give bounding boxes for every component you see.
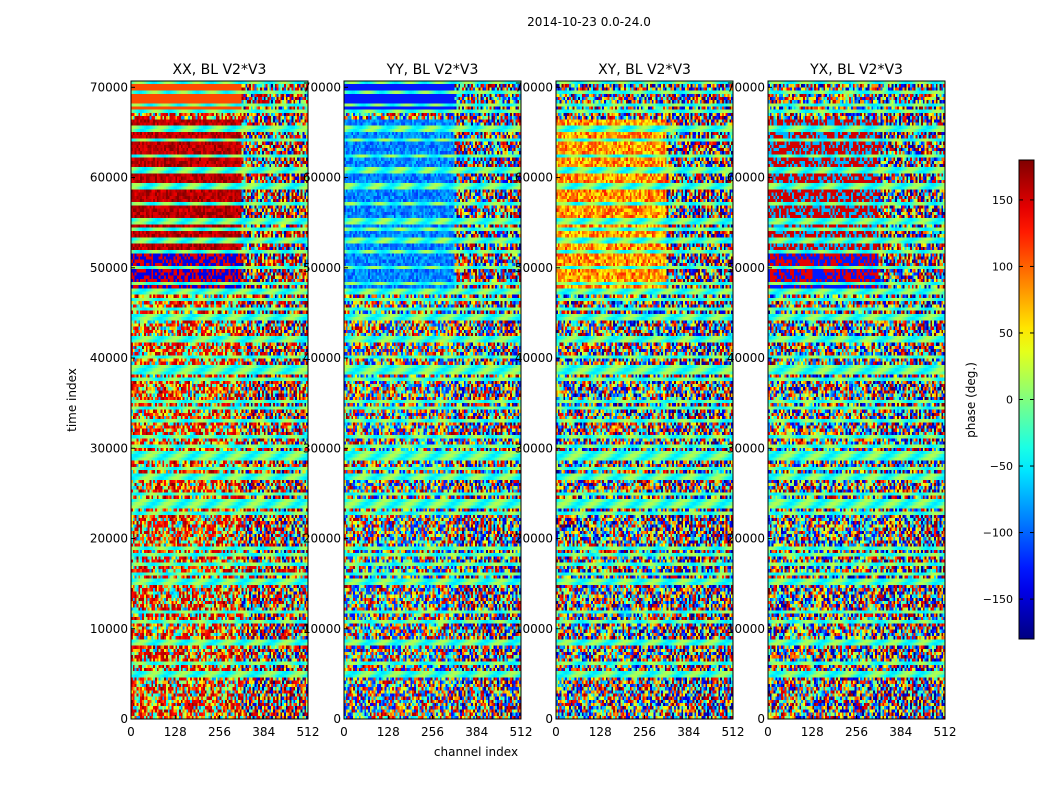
y-tick-label: 0: [120, 712, 128, 726]
y-tick-label: 30000: [303, 441, 341, 455]
colorbar-tick-label: 100: [992, 260, 1013, 273]
x-tick-label: 128: [164, 725, 187, 739]
colorbar-tick-label: −150: [983, 593, 1013, 606]
x-tick-label: 512: [934, 725, 957, 739]
heatmap-image-xy: [556, 81, 733, 719]
y-tick-label: 40000: [303, 351, 341, 365]
x-tick-label: 256: [845, 725, 868, 739]
y-tick-label: 50000: [303, 261, 341, 275]
panel-title-xy: XY, BL V2*V3: [598, 62, 691, 78]
panel-title-yx: YX, BL V2*V3: [809, 62, 903, 78]
x-tick-label: 256: [208, 725, 231, 739]
y-tick-label: 50000: [90, 261, 128, 275]
x-tick-label: 0: [764, 725, 772, 739]
y-tick-label: 0: [757, 712, 765, 726]
y-tick-label: 70000: [515, 80, 553, 94]
y-tick-label: 70000: [90, 80, 128, 94]
y-tick-label: 20000: [727, 532, 765, 546]
colorbar-label: phase (deg.): [964, 362, 978, 438]
y-tick-label: 10000: [303, 622, 341, 636]
x-tick-label: 512: [297, 725, 320, 739]
x-tick-label: 128: [801, 725, 824, 739]
colorbar-tick-label: −50: [990, 460, 1013, 473]
panel-title-yy: YY, BL V2*V3: [386, 62, 479, 78]
x-tick-label: 256: [633, 725, 656, 739]
y-tick-label: 10000: [727, 622, 765, 636]
colorbar-tick-label: 50: [999, 327, 1013, 340]
x-tick-label: 128: [377, 725, 400, 739]
x-tick-label: 384: [889, 725, 912, 739]
x-tick-label: 128: [589, 725, 612, 739]
y-axis-label: time index: [65, 368, 79, 432]
y-tick-label: 10000: [515, 622, 553, 636]
y-tick-label: 20000: [515, 532, 553, 546]
y-tick-label: 70000: [303, 80, 341, 94]
x-tick-label: 0: [127, 725, 135, 739]
x-tick-label: 0: [552, 725, 560, 739]
x-tick-label: 512: [722, 725, 745, 739]
panel-yy: YY, BL V2*V3 0 128 256 384 512 0 10000 20000 3000…: [303, 62, 533, 739]
x-tick-label: 512: [510, 725, 533, 739]
heatmap-image-yx: [768, 81, 945, 719]
y-tick-label: 0: [333, 712, 341, 726]
panel-xy: XY, BL V2*V3 0 128 256 384 512 0 10000 20000 3000…: [515, 62, 745, 739]
x-tick-label: 0: [340, 725, 348, 739]
x-axis-label: channel index: [434, 745, 518, 759]
x-tick-label: 384: [252, 725, 275, 739]
y-tick-label: 10000: [90, 622, 128, 636]
y-tick-label: 0: [545, 712, 553, 726]
x-tick-label: 256: [421, 725, 444, 739]
y-tick-label: 20000: [303, 532, 341, 546]
y-tick-label: 60000: [727, 171, 765, 185]
colorbar-tick-label: 150: [992, 194, 1013, 207]
heatmap-image-xx: [131, 81, 308, 719]
colorbar-tick-label: −100: [983, 527, 1013, 540]
y-tick-label: 70000: [727, 80, 765, 94]
y-tick-label: 30000: [90, 441, 128, 455]
panel-title-xx: XX, BL V2*V3: [173, 62, 267, 78]
y-tick-label: 20000: [90, 532, 128, 546]
colorbar: 150 100 50 0 −50 −100 −150: [983, 159, 1035, 640]
y-tick-label: 50000: [515, 261, 553, 275]
y-tick-label: 30000: [515, 441, 553, 455]
x-tick-label: 384: [677, 725, 700, 739]
y-tick-label: 60000: [515, 171, 553, 185]
panel-xx: XX, BL V2*V3 0 128 256 384 512 0 10000 20000 3000…: [90, 62, 320, 739]
y-tick-label: 40000: [90, 351, 128, 365]
panels-group: XX, BL V2*V3 0 128 256 384 512 0 10000 20000 3000…: [90, 62, 957, 739]
panel-yx: YX, BL V2*V3 0 128 256 384 512 0 10000 20000 3000…: [727, 62, 957, 739]
y-tick-label: 60000: [303, 171, 341, 185]
colorbar-tick-label: 0: [1006, 394, 1013, 407]
figure-suptitle: 2014-10-23 0.0-24.0: [527, 15, 651, 29]
y-tick-label: 30000: [727, 441, 765, 455]
y-tick-label: 40000: [515, 351, 553, 365]
x-tick-label: 384: [465, 725, 488, 739]
y-tick-label: 50000: [727, 261, 765, 275]
y-tick-label: 60000: [90, 171, 128, 185]
heatmap-image-yy: [344, 81, 521, 719]
y-tick-label: 40000: [727, 351, 765, 365]
